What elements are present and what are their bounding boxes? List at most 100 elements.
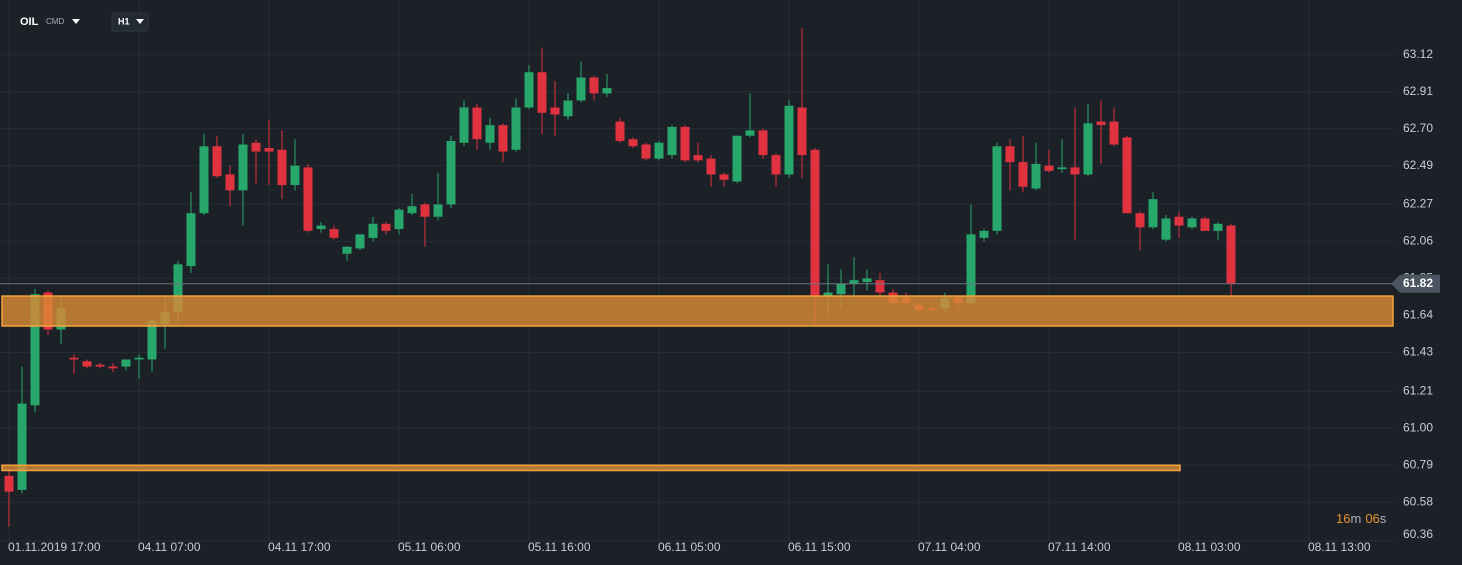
candle-body: [706, 158, 716, 175]
candle-body: [979, 230, 989, 238]
last-price-label: 61.82: [1403, 276, 1433, 290]
y-tick-label: 60.36: [1403, 527, 1433, 541]
y-tick-label: 62.91: [1403, 84, 1433, 98]
candle-body: [693, 155, 703, 161]
candle-body: [264, 148, 274, 152]
candle-body: [147, 320, 157, 360]
candle-body: [1044, 165, 1054, 171]
y-tick-label: 62.06: [1403, 234, 1433, 248]
x-tick-label: 05.11 06:00: [398, 540, 461, 554]
candle-body: [316, 225, 326, 230]
candle-body: [225, 174, 235, 191]
candle-body: [550, 107, 560, 115]
candle-body: [407, 206, 417, 214]
candle-body: [290, 165, 300, 186]
candle-body: [472, 107, 482, 140]
candle-body: [485, 125, 495, 143]
candle-body: [1135, 213, 1145, 228]
candle-body: [849, 280, 859, 284]
candle-body: [342, 246, 352, 254]
candle-body: [992, 146, 1002, 231]
candle-body: [524, 72, 534, 108]
candle-body: [108, 366, 118, 369]
candle-body: [745, 130, 755, 136]
candle-body: [459, 107, 469, 143]
candle-body: [381, 223, 391, 231]
candle-body: [498, 125, 508, 152]
y-tick-label: 60.79: [1403, 457, 1433, 471]
countdown-minutes: 16: [1336, 511, 1350, 526]
candle-body: [537, 72, 547, 113]
candle-body: [1057, 167, 1067, 170]
candle-body: [771, 155, 781, 175]
candle-body: [797, 107, 807, 156]
candle-body: [433, 204, 443, 217]
x-tick-label: 01.11.2019 17:00: [8, 540, 101, 554]
y-tick-label: 62.70: [1403, 121, 1433, 135]
x-tick-label: 06.11 05:00: [658, 540, 721, 554]
candle-body: [1187, 218, 1197, 228]
candle-body: [680, 126, 690, 161]
candle-body: [446, 140, 456, 205]
candle-body: [563, 100, 573, 117]
symbol-dropdown[interactable]: [72, 19, 80, 24]
countdown-seconds: 06: [1365, 511, 1379, 526]
candle-body: [394, 209, 404, 230]
y-tick-label: 61.21: [1403, 383, 1433, 397]
timeframe-button[interactable]: [111, 12, 149, 32]
support-zone: [1, 295, 1394, 327]
x-tick-label: 08.11 03:00: [1178, 540, 1241, 554]
x-tick-label: 04.11 17:00: [268, 540, 331, 554]
candle-body: [1031, 163, 1041, 189]
candle-body: [732, 135, 742, 182]
x-tick-label: 06.11 15:00: [788, 540, 851, 554]
candle-body: [1005, 146, 1015, 163]
candle-body: [1174, 216, 1184, 226]
x-tick-label: 07.11 04:00: [918, 540, 981, 554]
x-tick-label: 05.11 16:00: [528, 540, 591, 554]
support-zone: [1, 464, 1181, 472]
y-tick-label: 62.49: [1403, 158, 1433, 172]
timeframe-dropdown[interactable]: [136, 19, 144, 24]
candle-body: [134, 357, 144, 360]
candle-body: [1213, 223, 1223, 231]
countdown-unit: s: [1380, 511, 1387, 526]
candle-body: [641, 144, 651, 159]
candle-body: [589, 77, 599, 94]
candle-body: [602, 88, 612, 94]
candle-body: [966, 234, 976, 304]
candle-body: [238, 144, 248, 191]
candle-body: [875, 280, 885, 293]
x-tick-label: 08.11 13:00: [1308, 540, 1371, 554]
candle-body: [667, 126, 677, 156]
candle-body: [173, 264, 183, 312]
candle-body: [30, 294, 40, 406]
symbol[interactable]: OIL: [20, 16, 39, 28]
candle-body: [121, 359, 131, 367]
candle-body: [1096, 121, 1106, 126]
candle-body: [420, 204, 430, 217]
timeframe[interactable]: H1: [118, 16, 130, 26]
candle-body: [1226, 225, 1236, 284]
candle-body: [511, 107, 521, 150]
candle-body: [95, 364, 105, 367]
candle-body: [719, 174, 729, 180]
overlay: [0, 283, 1394, 472]
candle-body: [1018, 162, 1028, 187]
candle-body: [1161, 218, 1171, 240]
candle-body: [199, 146, 209, 214]
candle-body: [810, 149, 820, 297]
y-tick-label: 63.12: [1403, 47, 1433, 61]
candle-body: [862, 278, 872, 282]
candle-body: [277, 149, 287, 186]
candle-body: [1070, 167, 1080, 175]
market: CMD: [46, 17, 64, 26]
candle-body: [69, 357, 79, 360]
candle-body: [1122, 137, 1132, 214]
candle-body: [628, 139, 638, 147]
candle-body: [303, 167, 313, 231]
x-tick-label: 07.11 14:00: [1048, 540, 1111, 554]
candle-body: [17, 403, 27, 490]
candle-body: [654, 142, 664, 159]
